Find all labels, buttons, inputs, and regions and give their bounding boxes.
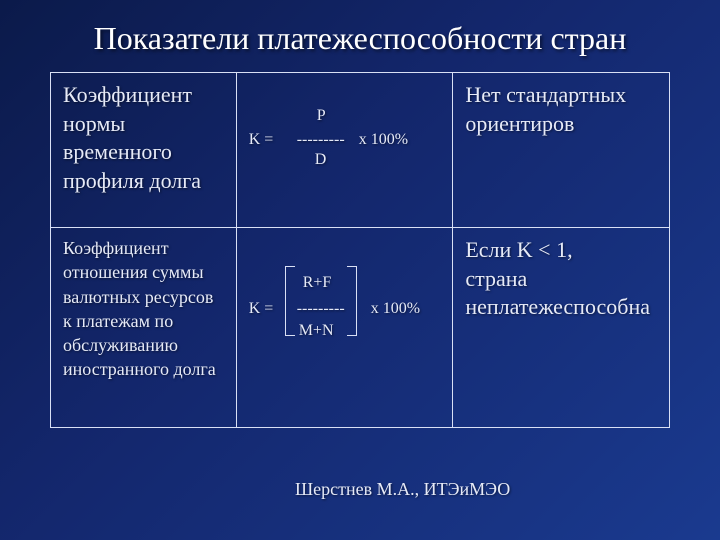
description-cell: Если K < 1, страна неплатежеспособна (453, 228, 670, 428)
formula-den: M+N (299, 322, 334, 340)
formula-num: P (317, 107, 326, 125)
description-sub: страна неплатежеспособна (465, 265, 659, 322)
slide-footer: Шерстнев М.А., ИТЭиМЭО (295, 478, 510, 501)
formula-cell: K = P --------- D x 100% (236, 73, 453, 228)
description-cell: Нет стандартных ориентиров (453, 73, 670, 228)
formula: K = P --------- D x 100% (249, 81, 443, 217)
slide: Показатели платежеспособности стран Коэф… (0, 0, 720, 540)
formula-cell: K = R+F --------- M+N x 100% (236, 228, 453, 428)
indicator-label: Коэффициент отношения суммы валютных рес… (63, 236, 226, 382)
indicators-table: Коэффициент нормы временного профиля дол… (50, 72, 670, 428)
formula-mul: x 100% (359, 131, 408, 149)
formula-k: K = (249, 300, 274, 318)
page-title: Показатели платежеспособности стран (50, 18, 670, 58)
bracket-left-icon (285, 266, 295, 336)
indicator-label-cell: Коэффициент отношения суммы валютных рес… (51, 228, 237, 428)
description-main: Нет стандартных ориентиров (465, 81, 659, 138)
description-main: Если K < 1, (465, 236, 659, 265)
formula-den: D (315, 151, 327, 169)
formula-mul: x 100% (371, 300, 420, 318)
indicator-label-cell: Коэффициент нормы временного профиля дол… (51, 73, 237, 228)
bracket-right-icon (347, 266, 357, 336)
indicator-label: Коэффициент нормы временного профиля дол… (63, 81, 226, 195)
formula-k: K = (249, 131, 274, 149)
table-row: Коэффициент отношения суммы валютных рес… (51, 228, 670, 428)
formula: K = R+F --------- M+N x 100% (249, 236, 443, 417)
formula-dash: --------- (297, 300, 345, 318)
formula-num: R+F (303, 274, 332, 292)
formula-dash: --------- (297, 131, 345, 149)
table-row: Коэффициент нормы временного профиля дол… (51, 73, 670, 228)
